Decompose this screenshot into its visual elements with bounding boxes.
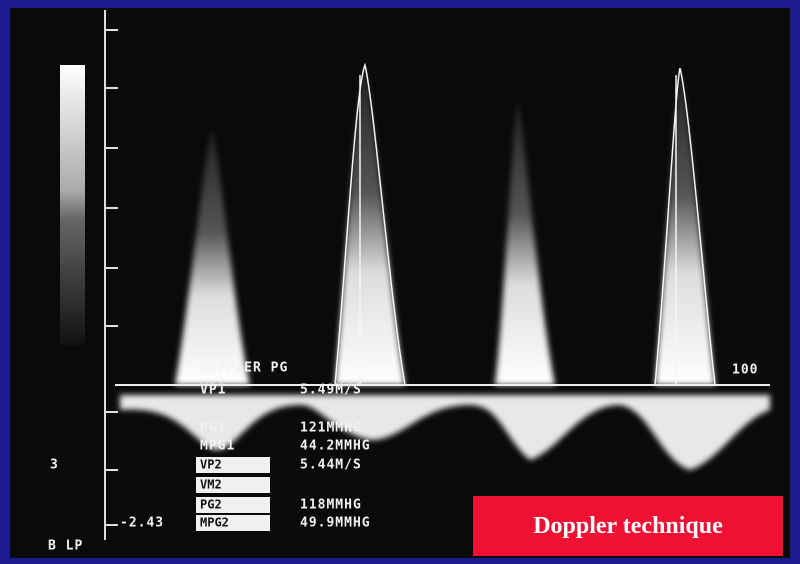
readout-value: 49.9MMHG	[300, 516, 371, 531]
offset: -2.43	[120, 516, 164, 531]
readout-value: 5.44M/S	[300, 458, 362, 473]
mode: B LP	[48, 539, 83, 554]
readout-label: MPG1	[200, 439, 235, 454]
gray-scale-bar	[60, 65, 85, 345]
readout-label: VP2	[200, 458, 222, 472]
slide: {"image": { "title": "DOPPLER PG", "corn…	[0, 0, 800, 564]
readout-label: PG1	[200, 421, 226, 436]
readout-label: PG2	[200, 498, 222, 512]
readout-label: VM2	[200, 478, 222, 492]
caption: Doppler technique	[473, 496, 783, 556]
readout-value: 5.49M/S	[300, 383, 362, 398]
readout-label: VP1	[200, 383, 226, 398]
scale-mark: 3	[50, 458, 59, 473]
readout-value: 44.2MMHG	[300, 439, 371, 454]
readout-value: 118MMHG	[300, 498, 362, 513]
doppler-screen: DOPPLER PG 100 VP1 5.49M/S PG1 121MMHG MPG1 4…	[0, 0, 800, 564]
readout-label: MPG2	[200, 516, 229, 530]
readout-value: 121MMHG	[300, 421, 362, 436]
readout-title: DOPPLER PG	[200, 361, 288, 376]
corner-value: 100	[732, 363, 758, 378]
